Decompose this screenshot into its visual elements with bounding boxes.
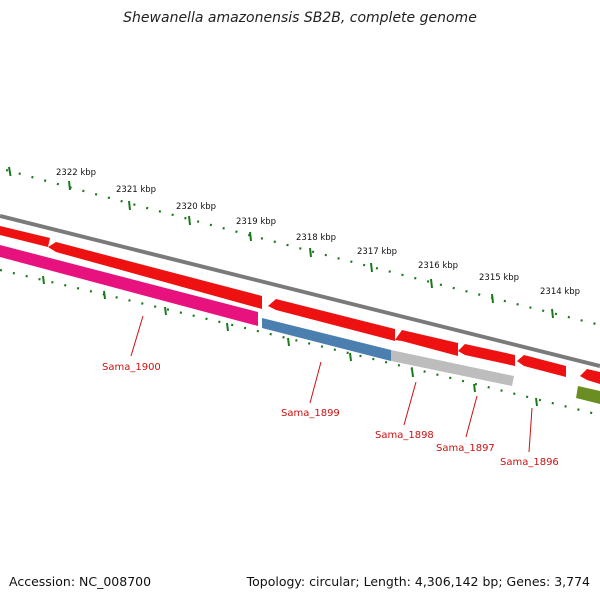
scale-label: 2319 kbp [236,217,276,227]
minor-tick [411,368,414,378]
scale-label: 2320 kbp [176,202,216,212]
genome-backbone [0,214,600,368]
outer-scale-ticks [5,166,600,327]
major-tick [68,180,71,191]
minor-tick [535,397,538,407]
gene-labels: Sama_1900 Sama_1899 Sama_1898 Sama_1897 … [102,362,559,468]
minor-tick [42,275,45,285]
minor-tick [103,290,106,300]
major-tick [370,262,373,273]
gene-label-leaders [130,315,533,453]
map-title: Shewanella amazonensis SB2B, complete ge… [123,10,477,26]
scale-label: 2314 kbp [540,287,580,297]
accession-text: Accession: NC_008700 [9,574,152,589]
gene-sama-1898-bar[interactable] [391,350,514,386]
scale-label: 2322 kbp [56,168,96,178]
scale-label: 2316 kbp [418,261,458,271]
green-feature-bar[interactable] [576,386,600,404]
inner-scale-ticks [0,268,600,417]
gene-label-sama-1897[interactable]: Sama_1897 [436,443,495,454]
cds-arrow[interactable] [517,355,566,377]
major-tick [430,278,433,289]
reverse-strand-features [0,245,600,404]
scale-label: 2321 kbp [116,185,156,195]
genome-summary-text: Topology: circular; Length: 4,306,142 bp… [246,574,590,589]
scale-label: 2318 kbp [296,233,336,243]
cds-arrow[interactable] [0,226,50,247]
minor-tick [226,322,229,332]
leader-line [528,407,533,453]
scale-label: 2315 kbp [479,273,519,283]
major-tick [8,166,12,177]
gene-label-sama-1899[interactable]: Sama_1899 [281,408,340,419]
scale-labels: 2322 kbp 2321 kbp 2320 kbp 2319 kbp 2318… [56,168,580,297]
leader-line [465,395,478,438]
scale-label: 2317 kbp [357,247,397,257]
major-tick [188,215,191,226]
forward-strand-features [0,226,600,384]
leader-line [309,361,322,404]
cds-arrow[interactable] [48,242,262,309]
major-tick [551,308,554,319]
major-tick [491,293,494,304]
leader-line [130,315,144,357]
gene-label-sama-1896[interactable]: Sama_1896 [500,457,559,468]
minor-tick [287,337,290,347]
gene-sama-1900-bar[interactable] [0,245,258,326]
minor-tick [473,383,476,393]
cds-arrow[interactable] [395,330,458,356]
minor-tick [349,352,352,362]
major-tick [249,231,252,242]
gene-label-sama-1898[interactable]: Sama_1898 [375,430,434,441]
minor-tick [164,306,167,316]
cds-arrow[interactable] [268,299,395,341]
major-tick [128,200,131,211]
leader-line [403,381,417,426]
cds-arrow[interactable] [458,344,515,366]
gene-label-sama-1900[interactable]: Sama_1900 [102,362,161,373]
gene-sama-1899-bar[interactable] [262,318,391,361]
major-tick [309,247,312,258]
cds-arrow[interactable] [580,369,600,384]
